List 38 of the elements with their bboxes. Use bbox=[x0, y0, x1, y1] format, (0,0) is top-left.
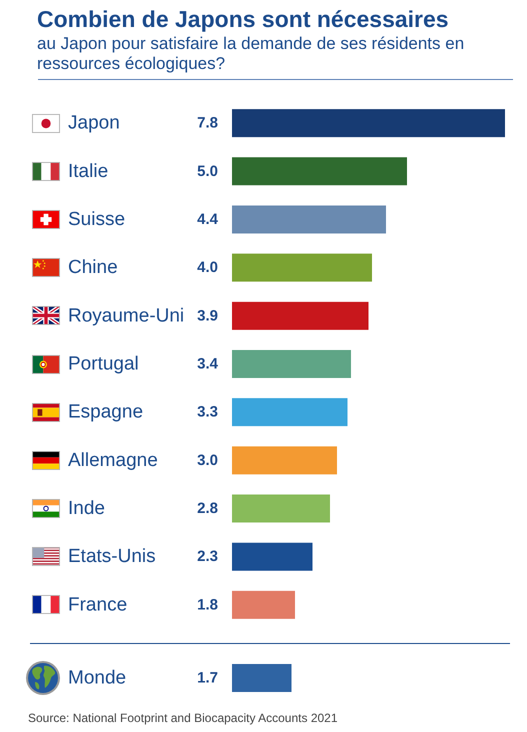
data-label: 5.0 bbox=[197, 162, 218, 180]
data-label: 1.7 bbox=[197, 670, 218, 687]
bar bbox=[232, 542, 312, 571]
data-label: 3.4 bbox=[197, 356, 219, 372]
y-tick-label: Etats-Unis bbox=[68, 546, 156, 568]
bar bbox=[232, 157, 407, 186]
y-tick-label: Espagne bbox=[68, 402, 144, 423]
y-tick-label: Italie bbox=[68, 160, 108, 182]
bar bbox=[232, 590, 295, 619]
data-label: 1.8 bbox=[197, 596, 218, 614]
bar bbox=[232, 302, 368, 330]
data-label: 7.8 bbox=[197, 114, 218, 132]
y-tick-label: Inde bbox=[68, 498, 105, 520]
y-tick-label: Portugal bbox=[68, 354, 139, 374]
data-label: 3.9 bbox=[197, 307, 218, 324]
chart-title: Combien de Japons sont nécessaires bbox=[37, 6, 449, 33]
bar bbox=[232, 494, 330, 523]
data-label: 3.3 bbox=[197, 404, 218, 421]
y-tick-label: Royaume-Uni bbox=[68, 305, 184, 326]
y-tick-label: France bbox=[68, 594, 128, 616]
y-tick-label: Chine bbox=[68, 257, 118, 278]
bar bbox=[232, 254, 372, 282]
data-label: 4.4 bbox=[197, 210, 219, 228]
y-tick-label: Monde bbox=[68, 668, 126, 689]
y-tick-label: Japon bbox=[68, 112, 120, 134]
chart-subtitle: au Japon pour satisfaire la demande de ses résidents en ressources écologiques? bbox=[37, 34, 466, 74]
bar bbox=[232, 350, 351, 378]
y-tick-label: Allemagne bbox=[68, 450, 158, 471]
y-tick-label: Suisse bbox=[68, 208, 126, 230]
data-label: 3.0 bbox=[197, 452, 218, 469]
data-label: 2.8 bbox=[197, 500, 218, 518]
bar bbox=[232, 109, 505, 138]
data-label: 2.3 bbox=[197, 548, 218, 566]
bar bbox=[232, 446, 337, 474]
data-label: 4.0 bbox=[197, 259, 218, 276]
bar bbox=[232, 398, 348, 426]
bar bbox=[232, 205, 386, 234]
annotation: Source: National Footprint and Biocapacity Accounts 2021 bbox=[28, 711, 338, 725]
